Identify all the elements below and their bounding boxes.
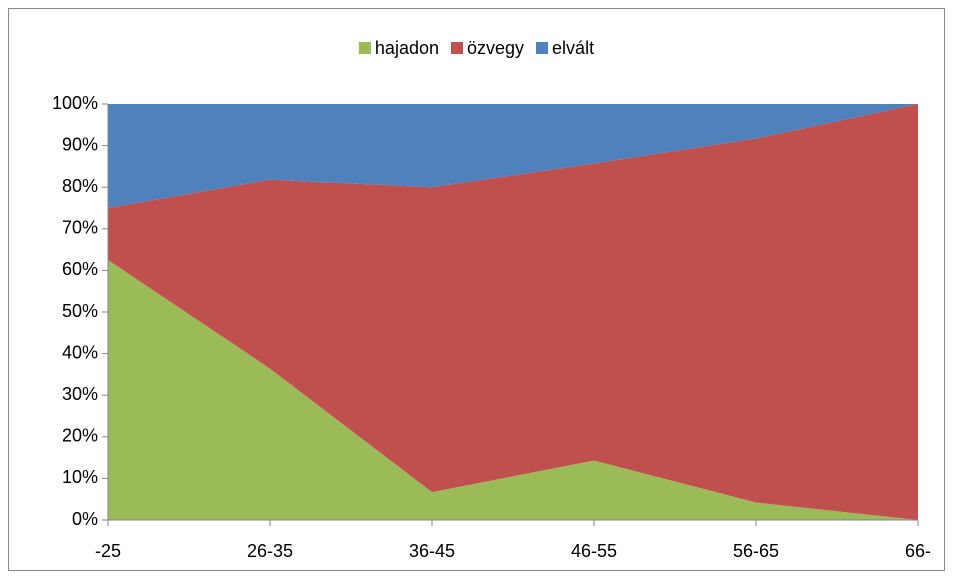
legend-label: elvált xyxy=(552,38,594,58)
y-tick-label: 10% xyxy=(62,467,98,487)
legend-label: hajadon xyxy=(375,38,439,58)
legend-swatch xyxy=(451,42,463,54)
x-tick-label: -25 xyxy=(95,541,121,561)
x-tick-label: 26-35 xyxy=(247,541,293,561)
y-tick-label: 60% xyxy=(62,259,98,279)
legend-label: özvegy xyxy=(467,38,524,58)
y-tick-label: 40% xyxy=(62,342,98,362)
area xyxy=(108,260,918,520)
y-tick-label: 90% xyxy=(62,134,98,154)
x-tick-label: 46-55 xyxy=(571,541,617,561)
area xyxy=(108,104,918,208)
legend-swatch xyxy=(358,42,371,54)
y-tick-label: 20% xyxy=(62,426,98,446)
y-tick-label: 70% xyxy=(62,218,98,238)
area xyxy=(108,104,918,520)
y-tick-label: 100% xyxy=(52,93,98,113)
y-tick-label: 80% xyxy=(62,176,98,196)
x-tick-label: 66- xyxy=(905,541,931,561)
legend-swatch xyxy=(536,42,549,54)
y-tick-label: 30% xyxy=(62,384,98,404)
legend: hajadon özvegy elvált xyxy=(358,38,594,58)
x-tick-label: 36-45 xyxy=(409,541,455,561)
x-tick-label: 56-65 xyxy=(733,541,779,561)
y-tick-label: 50% xyxy=(62,301,98,321)
y-tick-label: 0% xyxy=(72,509,98,529)
